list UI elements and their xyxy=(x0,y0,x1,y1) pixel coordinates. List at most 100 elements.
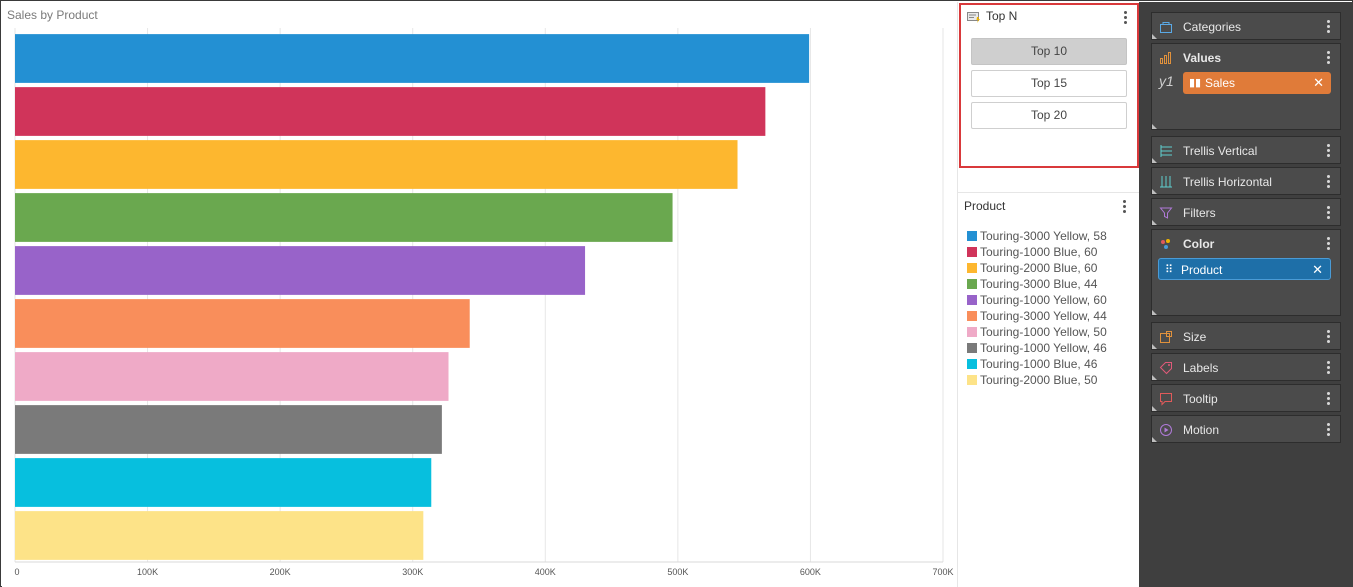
chart-area: Sales by Product 0 100K 200K 300K 400K 500K 60… xyxy=(2,2,957,587)
well-trellis-horizontal[interactable]: Trellis Horizontal xyxy=(1151,167,1341,195)
legend-item[interactable]: Touring-1000 Yellow, 60 xyxy=(967,292,1107,308)
size-icon xyxy=(1160,331,1172,343)
tag-icon xyxy=(1159,362,1172,375)
bar[interactable] xyxy=(15,352,449,401)
corner-marker xyxy=(1152,437,1157,442)
well-label-labels: Labels xyxy=(1183,361,1219,375)
well-color[interactable]: Color ⠿ Product ✕ xyxy=(1151,229,1341,316)
values-menu-icon[interactable] xyxy=(1325,50,1331,66)
well-trellis-vertical[interactable]: Trellis Vertical xyxy=(1151,136,1341,164)
legend-swatch xyxy=(967,327,977,337)
corner-marker xyxy=(1152,158,1157,163)
trellis-vertical-menu-icon[interactable] xyxy=(1325,143,1331,159)
legend-swatch xyxy=(967,263,977,273)
chart-title: Sales by Product xyxy=(7,8,98,22)
legend-swatch xyxy=(967,295,977,305)
legend-item[interactable]: Touring-3000 Yellow, 58 xyxy=(967,228,1107,244)
well-values[interactable]: Values y1 ▮▮ Sales ✕ xyxy=(1151,43,1341,130)
well-tooltip[interactable]: Tooltip xyxy=(1151,384,1341,412)
well-label-values: Values xyxy=(1183,51,1222,65)
legend-item-label: Touring-3000 Yellow, 44 xyxy=(980,309,1107,323)
legend-item[interactable]: Touring-2000 Blue, 50 xyxy=(967,372,1107,388)
legend-item[interactable]: Touring-2000 Blue, 60 xyxy=(967,260,1107,276)
sales-pill[interactable]: ▮▮ Sales ✕ xyxy=(1183,72,1331,94)
well-label-size: Size xyxy=(1183,330,1207,344)
legend-item[interactable]: Touring-3000 Blue, 44 xyxy=(967,276,1107,292)
middle-column: Top N Top 10 Top 15 Top 20 Product Touri… xyxy=(957,2,1139,587)
trellis-horizontal-menu-icon[interactable] xyxy=(1325,174,1331,190)
legend-swatch xyxy=(967,247,977,257)
x-tick-label: 400K xyxy=(535,567,556,577)
legend-item[interactable]: Touring-1000 Blue, 60 xyxy=(967,244,1107,260)
corner-marker xyxy=(1152,406,1157,411)
tooltip-menu-icon[interactable] xyxy=(1325,391,1331,407)
x-tick-label: 700K xyxy=(932,567,953,577)
well-categories[interactable]: Categories xyxy=(1151,12,1341,40)
bar[interactable] xyxy=(15,140,738,189)
filters-menu-icon[interactable] xyxy=(1325,205,1331,221)
legend-item-label: Touring-2000 Blue, 50 xyxy=(980,373,1098,387)
legend-swatch xyxy=(967,231,977,241)
bar[interactable] xyxy=(15,193,673,242)
corner-marker xyxy=(1152,375,1157,380)
x-tick-label: 500K xyxy=(667,567,688,577)
bar[interactable] xyxy=(15,34,810,83)
legend-title: Product xyxy=(964,199,1006,213)
well-label-trellis-vertical: Trellis Vertical xyxy=(1183,144,1258,158)
legend-item[interactable]: Touring-3000 Yellow, 44 xyxy=(967,308,1107,324)
bar-chart-icon: ▮▮ xyxy=(1189,77,1202,89)
legend-item[interactable]: Touring-1000 Yellow, 46 xyxy=(967,340,1107,356)
categories-menu-icon[interactable] xyxy=(1325,19,1331,35)
topn-button-15[interactable]: Top 15 xyxy=(971,70,1127,97)
bar[interactable] xyxy=(15,511,424,560)
color-menu-icon[interactable] xyxy=(1325,236,1331,252)
legend-menu-icon[interactable] xyxy=(1121,199,1127,215)
topn-menu-icon[interactable] xyxy=(1122,10,1128,26)
legend-item[interactable]: Touring-1000 Blue, 46 xyxy=(967,356,1107,372)
bar[interactable] xyxy=(15,299,470,348)
well-label-tooltip: Tooltip xyxy=(1183,392,1218,406)
product-legend: Product Touring-3000 Yellow, 58 Touring-1… xyxy=(958,192,1139,586)
legend-item-label: Touring-1000 Blue, 46 xyxy=(980,357,1098,371)
legend-item[interactable]: Touring-1000 Yellow, 50 xyxy=(967,324,1107,340)
legend-item-label: Touring-1000 Yellow, 50 xyxy=(980,325,1107,339)
x-tick-label: 0 xyxy=(14,567,19,577)
well-motion[interactable]: Motion xyxy=(1151,415,1341,443)
corner-marker xyxy=(1152,34,1157,39)
bar[interactable] xyxy=(15,87,766,136)
close-icon[interactable]: ✕ xyxy=(1312,262,1323,277)
size-menu-icon[interactable] xyxy=(1325,329,1331,345)
well-filters[interactable]: Filters xyxy=(1151,198,1341,226)
well-label-categories: Categories xyxy=(1183,20,1242,34)
x-tick-label: 100K xyxy=(137,567,158,577)
well-label-color: Color xyxy=(1183,237,1215,251)
topn-title: Top N xyxy=(986,9,1018,23)
bar[interactable] xyxy=(15,246,586,295)
well-size[interactable]: Size xyxy=(1151,322,1341,350)
well-label-trellis-horizontal: Trellis Horizontal xyxy=(1183,175,1272,189)
corner-marker xyxy=(1152,344,1157,349)
corner-marker xyxy=(1152,220,1157,225)
legend-swatch xyxy=(967,343,977,353)
legend-item-label: Touring-1000 Yellow, 46 xyxy=(980,341,1107,355)
motion-menu-icon[interactable] xyxy=(1325,422,1331,438)
product-pill[interactable]: ⠿ Product ✕ xyxy=(1158,258,1331,280)
x-tick-label: 200K xyxy=(270,567,291,577)
corner-marker xyxy=(1152,310,1157,315)
legend-list: Touring-3000 Yellow, 58 Touring-1000 Blue… xyxy=(967,228,1107,388)
close-icon[interactable]: ✕ xyxy=(1313,75,1324,90)
trellis-vertical-icon xyxy=(1160,145,1172,157)
y1-axis-label: y1 xyxy=(1159,73,1174,89)
legend-item-label: Touring-3000 Blue, 44 xyxy=(980,277,1098,291)
topn-panel: Top N Top 10 Top 15 Top 20 xyxy=(959,3,1139,168)
well-labels[interactable]: Labels xyxy=(1151,353,1341,381)
trellis-horizontal-icon xyxy=(1160,176,1172,188)
bar[interactable] xyxy=(15,458,432,507)
topn-button-10[interactable]: Top 10 xyxy=(971,38,1127,65)
topn-button-20[interactable]: Top 20 xyxy=(971,102,1127,129)
categories-icon xyxy=(1160,22,1172,33)
labels-menu-icon[interactable] xyxy=(1325,360,1331,376)
bar[interactable] xyxy=(15,405,442,454)
legend-swatch xyxy=(967,359,977,369)
